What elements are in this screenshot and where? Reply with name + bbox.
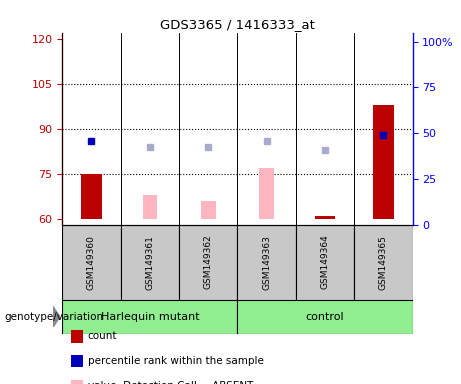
Text: control: control: [306, 312, 344, 322]
Text: GSM149362: GSM149362: [204, 235, 213, 290]
Text: GSM149360: GSM149360: [87, 235, 96, 290]
Bar: [237, 300, 413, 334]
Bar: [179, 225, 237, 300]
Text: GSM149364: GSM149364: [320, 235, 330, 290]
Bar: [315, 216, 335, 218]
Bar: [259, 168, 274, 218]
Bar: [237, 225, 296, 300]
Bar: [373, 105, 394, 218]
Text: value, Detection Call = ABSENT: value, Detection Call = ABSENT: [88, 381, 253, 384]
Polygon shape: [53, 306, 60, 327]
Text: GSM149363: GSM149363: [262, 235, 271, 290]
Text: Harlequin mutant: Harlequin mutant: [100, 312, 199, 322]
Bar: [201, 201, 216, 218]
Bar: [62, 300, 237, 334]
Text: GSM149361: GSM149361: [145, 235, 154, 290]
Bar: [121, 225, 179, 300]
Title: GDS3365 / 1416333_at: GDS3365 / 1416333_at: [160, 18, 315, 31]
Text: count: count: [88, 331, 117, 341]
Bar: [142, 195, 157, 218]
Bar: [81, 174, 101, 218]
Text: percentile rank within the sample: percentile rank within the sample: [88, 356, 264, 366]
Text: GSM149365: GSM149365: [379, 235, 388, 290]
Bar: [354, 225, 413, 300]
Bar: [296, 225, 354, 300]
Text: genotype/variation: genotype/variation: [5, 312, 104, 322]
Bar: [62, 225, 121, 300]
